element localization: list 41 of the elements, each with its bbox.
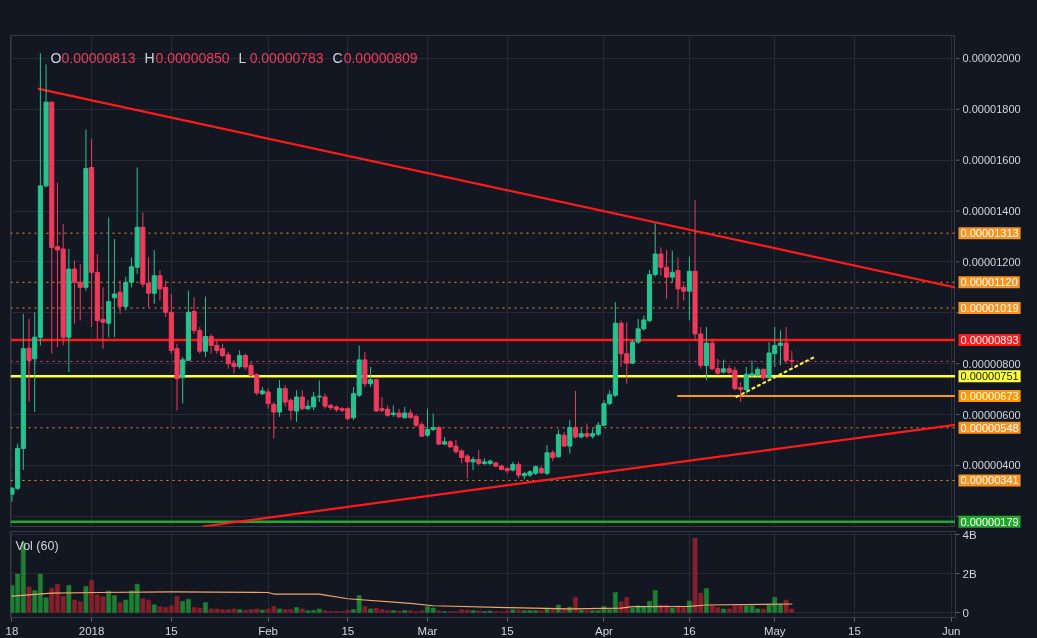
annotation: O xyxy=(50,49,62,66)
x-tick-label: 15 xyxy=(500,624,514,637)
annotation: L xyxy=(238,49,247,66)
x-tick-label: Feb xyxy=(258,624,279,637)
annotation: C xyxy=(332,49,343,66)
x-tick-label: Mar xyxy=(417,624,438,637)
ref-line-label: 0.00001120 xyxy=(960,276,1018,289)
annotation: 0.00000813 xyxy=(61,49,136,66)
ref-line-label: 0.00000341 xyxy=(960,474,1019,487)
x-tick-label: 15 xyxy=(164,624,178,637)
annotation: 0.00000673 xyxy=(960,389,1019,402)
ref-line-label: 0.00000893 xyxy=(960,334,1019,347)
y-tick-label: 0.00001600 xyxy=(962,154,1021,167)
y-tick-label: 0.00000800 xyxy=(962,357,1021,370)
y-tick-label: 0 xyxy=(962,606,969,619)
y-tick-label: 0.00000600 xyxy=(962,408,1021,421)
ref-line-label: 0.00001313 xyxy=(960,227,1019,240)
x-tick-label: 2018 xyxy=(78,624,105,637)
x-tick-label: 16 xyxy=(682,624,696,637)
x-tick-label: Apr xyxy=(595,624,614,637)
annotation: 0.00000809 xyxy=(343,49,418,66)
y-tick-label: 0.00000400 xyxy=(962,459,1021,472)
ref-line-label: 0.00001019 xyxy=(960,301,1019,314)
y-tick-label: 0.00001800 xyxy=(962,103,1021,116)
y-tick-label: 4B xyxy=(962,528,977,541)
annotation: H xyxy=(144,49,155,66)
x-tick-label: 18 xyxy=(5,624,19,637)
y-tick-label: 0.00001200 xyxy=(962,255,1021,268)
x-tick-label: 15 xyxy=(341,624,355,637)
y-tick-label: 0.00002000 xyxy=(962,52,1021,65)
text: Vol (60) xyxy=(15,538,59,553)
y-tick-label: 2B xyxy=(962,567,977,580)
annotation: 0.00000783 xyxy=(249,49,324,66)
ref-line-label: 0.00000548 xyxy=(960,421,1019,434)
ref-line-label: 0.00000751 xyxy=(960,370,1019,383)
x-tick-label: May xyxy=(763,624,786,637)
y-tick-label: 0.00001400 xyxy=(962,205,1021,218)
ref-line-label: 0.00000179 xyxy=(960,515,1019,528)
x-tick-label: 15 xyxy=(848,624,861,637)
x-tick-label: Jun xyxy=(941,624,961,637)
annotation: 0.00000850 xyxy=(155,49,230,66)
